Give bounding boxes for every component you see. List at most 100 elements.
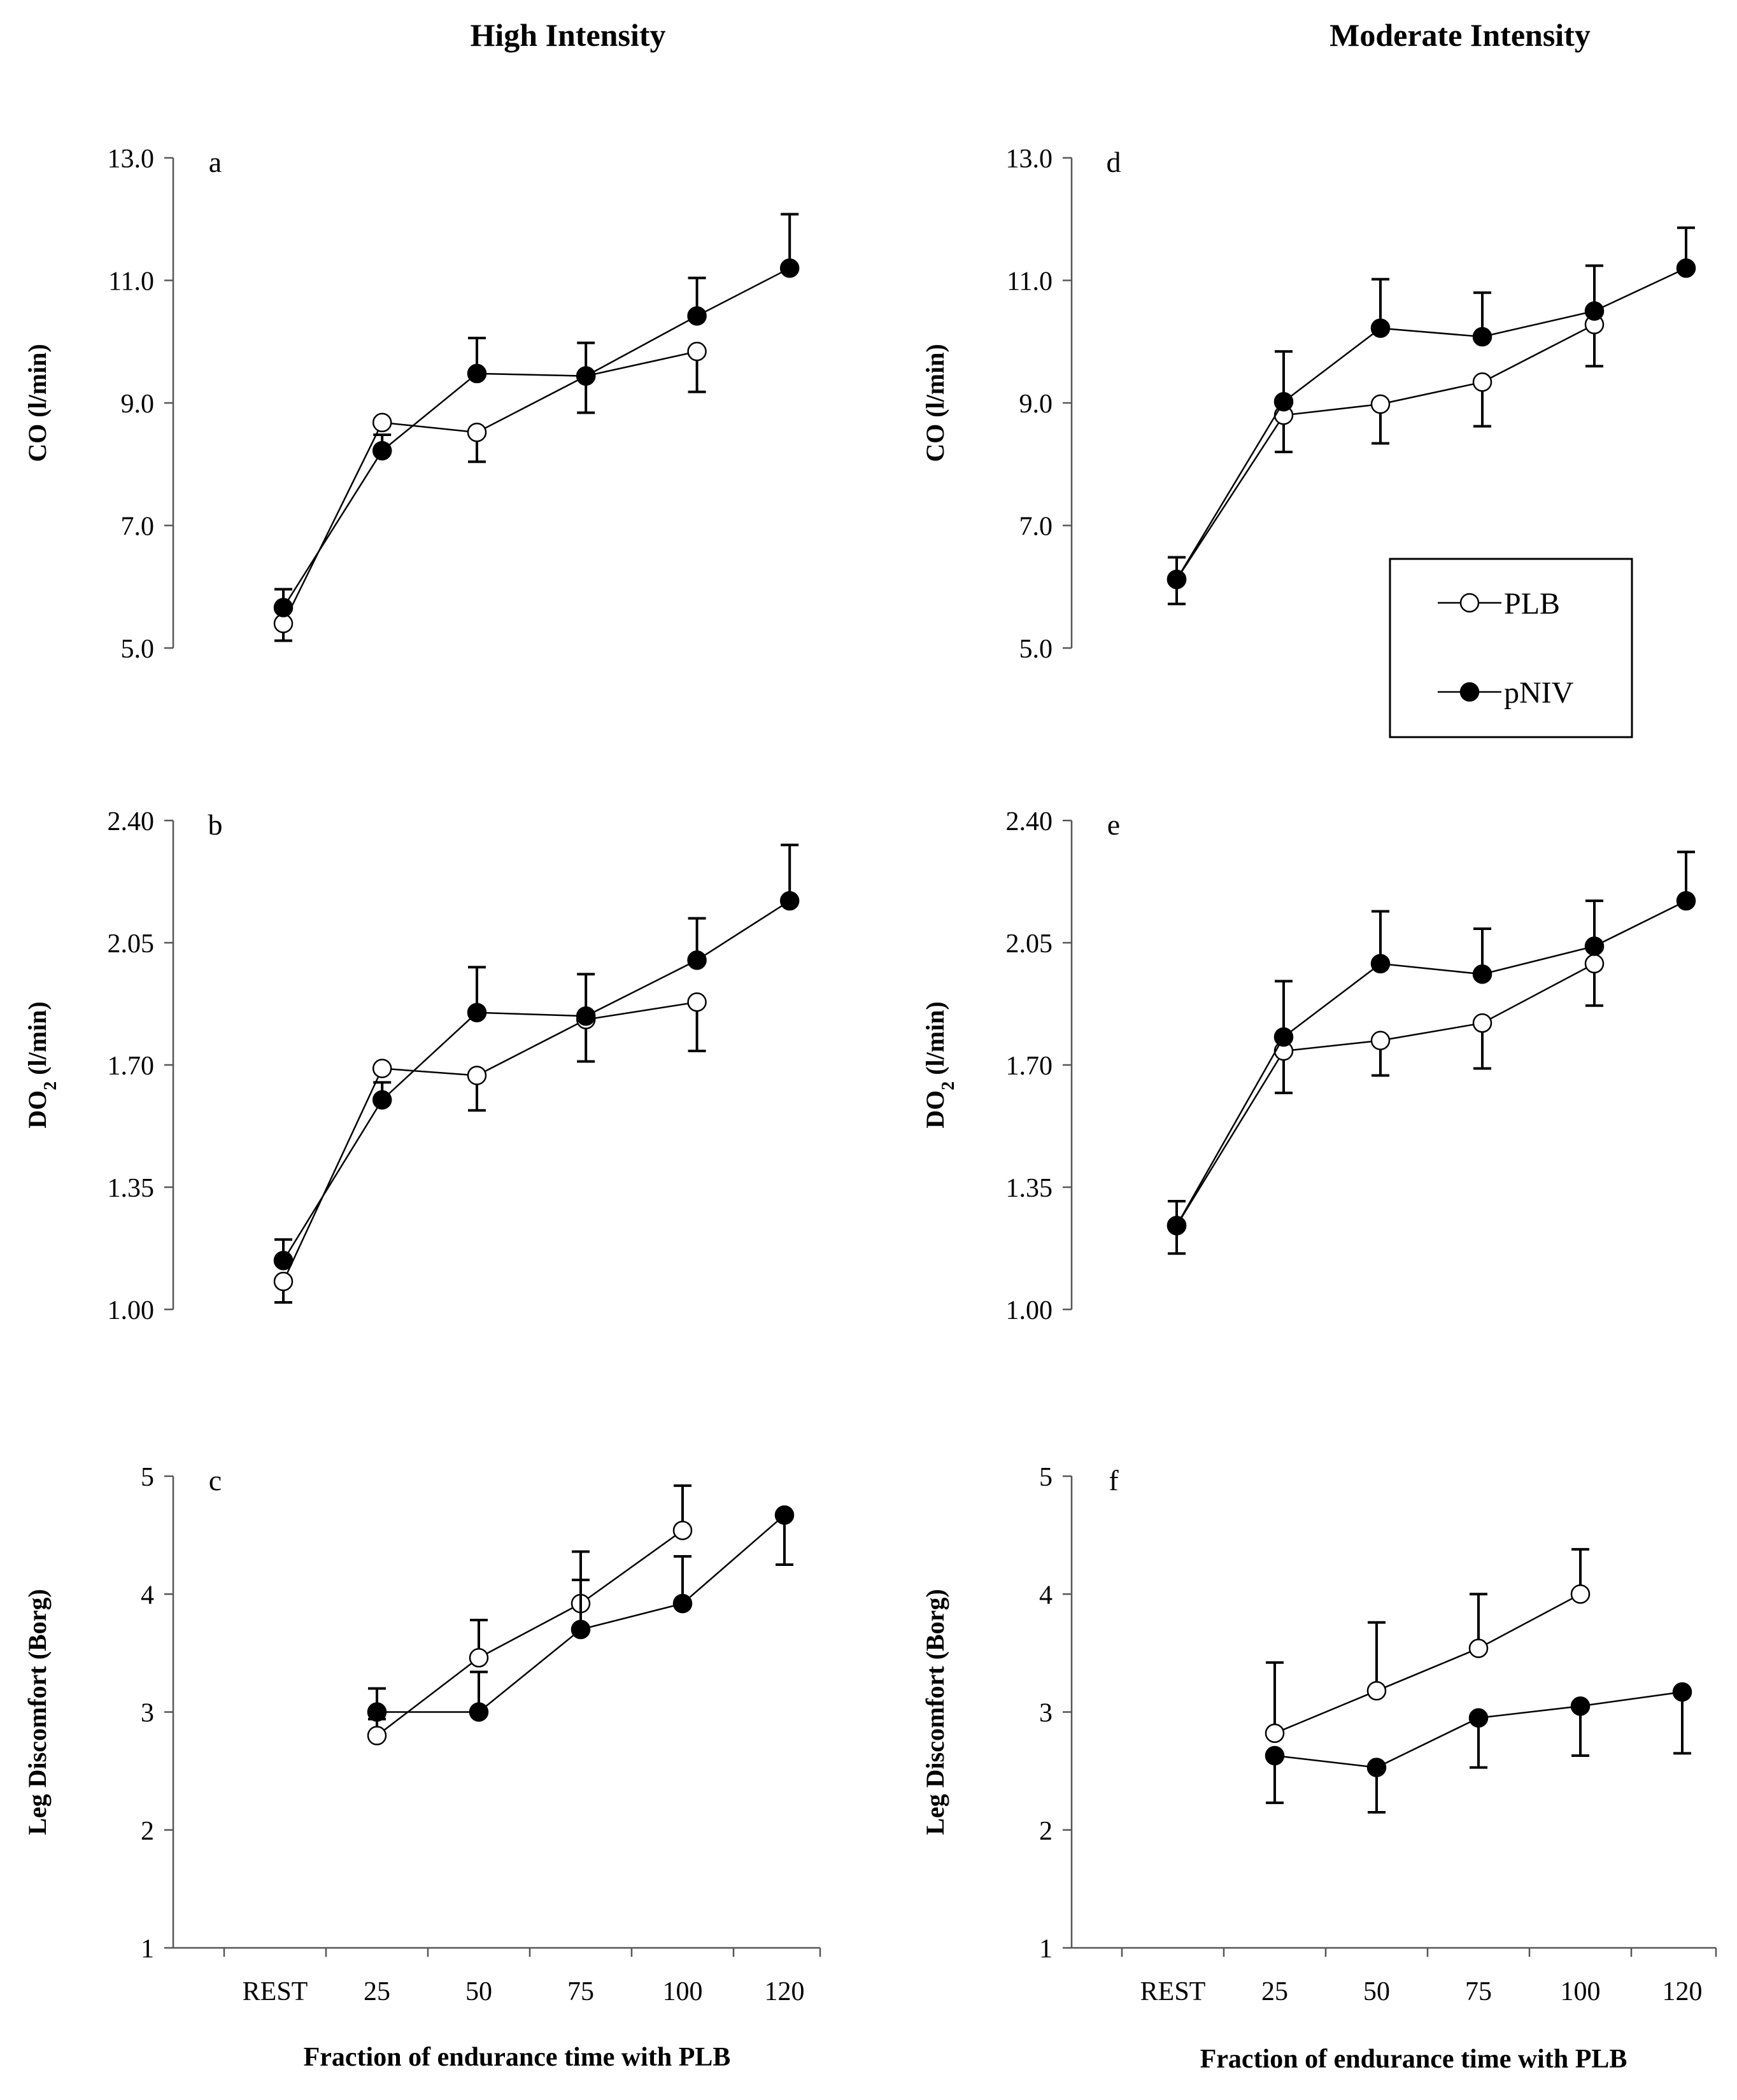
data-point-plb	[687, 341, 707, 362]
series-line-pniv	[1175, 900, 1687, 1226]
data-point-pniv	[687, 950, 707, 970]
y-axis-label: CO (l/min)	[23, 344, 52, 462]
y-tick-label: 3	[1039, 1699, 1053, 1728]
data-point-pniv	[1676, 258, 1696, 278]
y-tick-label: 4	[1039, 1581, 1053, 1610]
y-tick-label: 1.00	[108, 1296, 155, 1325]
data-point-plb	[372, 1059, 392, 1078]
y-tick-label: 9.0	[121, 390, 155, 419]
data-point-pniv	[367, 1702, 387, 1722]
y-tick-label: 2.05	[108, 929, 155, 959]
data-point-pniv	[687, 306, 707, 326]
y-tick-label: 1.35	[108, 1174, 155, 1203]
data-point-pniv	[576, 1006, 596, 1026]
data-point-pniv	[1273, 1027, 1294, 1047]
series-line-plb	[1274, 1593, 1581, 1734]
y-tick-label: 1.00	[1006, 1296, 1053, 1325]
x-axis-label: Fraction of endurance time with PLB	[1200, 2045, 1627, 2074]
y-axis-label-unit: (l/min)	[921, 1001, 949, 1082]
data-point-pniv	[1166, 1216, 1187, 1236]
x-tick-label: 50	[1363, 1977, 1390, 2006]
panel-letter: e	[1107, 808, 1120, 841]
panel-letter: c	[209, 1464, 222, 1497]
data-point-pniv	[779, 258, 800, 278]
legend-label-pniv: pNIV	[1504, 676, 1574, 710]
y-tick-label: 5.0	[1019, 635, 1053, 664]
legend-marker-pniv	[1459, 682, 1480, 702]
panel-a: 5.0 7.0 9.0 11.0 13.0 a CO (l/min)	[23, 144, 800, 664]
data-point-pniv	[467, 363, 487, 384]
x-tick-label: 25	[1261, 1977, 1288, 2006]
y-axis-label-main: DO	[921, 1090, 949, 1129]
data-point-pniv	[774, 1505, 795, 1525]
data-point-plb	[367, 1726, 387, 1745]
data-point-pniv	[1468, 1708, 1489, 1728]
data-point-plb	[687, 992, 707, 1012]
legend-box	[1389, 558, 1633, 738]
panel-letter: d	[1107, 146, 1121, 178]
x-tick-label: 100	[663, 1977, 703, 2006]
y-axis-label-main: Leg Discomfort (Borg)	[23, 1589, 52, 1835]
x-tick-label: REST	[243, 1977, 308, 2006]
y-tick-label: 1.70	[1006, 1052, 1053, 1081]
y-tick-label: 1.35	[1006, 1174, 1053, 1203]
data-point-pniv	[1166, 569, 1187, 589]
data-point-pniv	[1676, 891, 1696, 911]
data-point-plb	[1366, 1681, 1387, 1701]
column-title-moderate-intensity: Moderate Intensity	[1329, 17, 1591, 53]
y-tick-label: 2	[1039, 1817, 1053, 1846]
data-point-plb	[467, 1066, 487, 1085]
y-axis-label-unit: (l/min)	[23, 1001, 52, 1082]
series-line-plb	[376, 1530, 683, 1737]
panel-letter: b	[208, 808, 223, 841]
panel-d: 5.0 7.0 9.0 11.0 13.0 d CO (l/min)	[921, 144, 1696, 664]
y-axis-label: Leg Discomfort (Borg)	[921, 1589, 949, 1835]
y-tick-label: 2.40	[1006, 807, 1053, 836]
data-point-plb	[469, 1648, 489, 1668]
data-point-plb	[1370, 394, 1391, 414]
data-point-pniv	[1370, 954, 1391, 974]
legend-label-plb: PLB	[1504, 587, 1560, 621]
y-axis-label-main: CO (l/min)	[23, 344, 52, 462]
x-tick-label: REST	[1140, 1977, 1206, 2006]
data-point-pniv	[1472, 964, 1492, 984]
panel-e: 1.00 1.35 1.70 2.05 2.40 e DO2 (l/min)	[921, 807, 1696, 1325]
data-point-plb	[1472, 372, 1492, 392]
data-point-pniv	[1672, 1682, 1692, 1702]
data-point-pniv	[571, 1619, 591, 1640]
x-tick-label: 25	[364, 1977, 390, 2006]
data-point-pniv	[1273, 391, 1294, 412]
data-point-pniv	[1584, 936, 1605, 956]
panel-f: 1 2 3 4 5 REST 25 50 75 100 120 Fraction of enduran…	[921, 1463, 1717, 2074]
x-tick-label: 75	[567, 1977, 594, 2006]
y-tick-label: 7.0	[121, 512, 155, 542]
data-point-pniv	[273, 1250, 294, 1271]
data-point-pniv	[273, 598, 294, 617]
data-point-plb	[1472, 1013, 1492, 1033]
data-point-pniv	[467, 1003, 487, 1022]
data-point-pniv	[469, 1702, 489, 1722]
legend-marker-plb	[1459, 593, 1480, 613]
data-point-plb	[273, 1271, 294, 1292]
y-tick-label: 11.0	[1007, 267, 1053, 297]
data-point-pniv	[372, 1090, 392, 1110]
x-tick-label: 50	[465, 1977, 492, 2006]
y-tick-label: 1.70	[108, 1052, 155, 1081]
y-tick-label: 3	[141, 1699, 154, 1728]
data-point-pniv	[1265, 1745, 1285, 1766]
x-tick-label: 75	[1465, 1977, 1492, 2006]
y-tick-label: 11.0	[108, 267, 154, 297]
y-axis-label-main: CO (l/min)	[921, 344, 949, 462]
y-tick-label: 4	[141, 1581, 154, 1610]
y-tick-label: 13.0	[1006, 144, 1053, 174]
data-point-pniv	[672, 1593, 693, 1614]
series-line-plb	[282, 1001, 697, 1282]
data-point-pniv	[372, 440, 392, 461]
panel-b: 1.00 1.35 1.70 2.05 2.40 b DO2 (l/min)	[23, 807, 800, 1325]
data-point-pniv	[576, 366, 596, 386]
y-axis-label: DO2 (l/min)	[23, 1001, 60, 1129]
data-point-plb	[1570, 1584, 1591, 1604]
data-point-pniv	[1472, 327, 1492, 347]
data-point-pniv	[1370, 318, 1391, 338]
y-axis-label: Leg Discomfort (Borg)	[23, 1589, 52, 1835]
